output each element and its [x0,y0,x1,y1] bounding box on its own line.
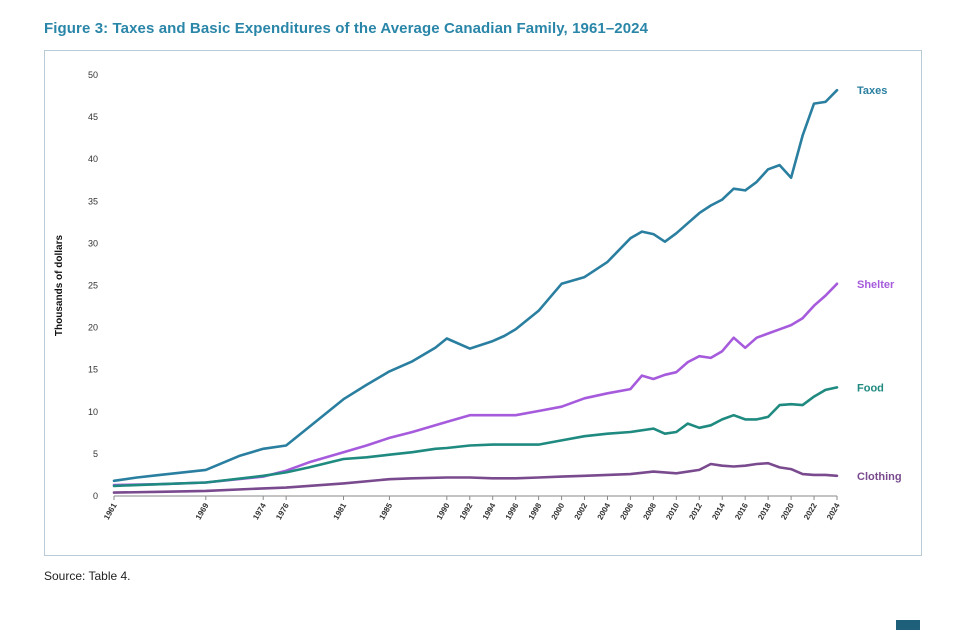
x-tick-label: 2012 [687,501,704,521]
figure-title: Figure 3: Taxes and Basic Expenditures o… [44,20,649,37]
chart-axes: 0 5 10 15 20 25 30 35 40 45 50 Thousands of dollars… [54,70,842,521]
series-label-shelter: Shelter [857,279,895,291]
x-tick-label: 2002 [573,501,590,521]
series-line-food [112,386,839,488]
y-tick-label: 10 [88,407,98,417]
source-note: Source: Table 4. [44,569,131,583]
x-tick-label: 1998 [527,501,544,521]
x-tick-label: 1969 [194,501,211,521]
line-chart: 0 5 10 15 20 25 30 35 40 45 50 Thousands of dollars… [54,70,902,521]
x-tick-label: 2024 [825,501,842,521]
x-tick-label: 1996 [504,501,521,521]
x-tick-label: 2008 [641,501,658,521]
x-tick-label: 2018 [756,501,773,521]
chart-frame: 0 5 10 15 20 25 30 35 40 45 50 Thousands of dollars… [44,50,922,556]
x-tick-label: 2014 [710,501,727,521]
x-tick-label: 2010 [664,501,681,521]
x-tick-label: 1994 [481,501,498,521]
series-line-taxes [112,88,839,483]
x-tick-label: 2020 [779,501,796,521]
y-axis-label: Thousands of dollars [54,235,65,337]
x-tick-label: 2016 [733,501,750,521]
x-tick-label: 1992 [458,501,475,521]
chart-series-labels: Taxes Shelter Food Clothing [857,85,902,483]
y-tick-label: 15 [88,365,98,375]
chart-series [112,88,839,494]
series-label-taxes: Taxes [857,85,887,97]
x-tick-label: 1961 [102,501,119,521]
y-tick-label: 50 [88,70,98,80]
logo-corner-icon [896,620,920,630]
y-tick-label: 20 [88,323,98,333]
x-tick-label: 2022 [802,501,819,521]
x-tick-label: 2004 [596,501,613,521]
series-line-clothing [112,461,839,494]
x-tick-label: 2000 [550,501,567,521]
x-tick-label: 1990 [435,501,452,521]
y-tick-label: 45 [88,112,98,122]
y-tick-label: 30 [88,238,98,248]
x-tick-label: 1985 [377,501,394,521]
x-tick-label: 1976 [274,501,291,521]
x-tick-label: 2006 [618,501,635,521]
y-tick-label: 0 [93,491,98,501]
series-label-clothing: Clothing [857,471,902,483]
y-tick-label: 5 [93,449,98,459]
x-tick-label: 1981 [332,501,349,521]
series-line-shelter [112,282,839,487]
y-tick-label: 25 [88,281,98,291]
series-label-food: Food [857,382,884,394]
y-tick-label: 35 [88,196,98,206]
x-tick-label: 1974 [251,501,268,521]
y-tick-label: 40 [88,154,98,164]
